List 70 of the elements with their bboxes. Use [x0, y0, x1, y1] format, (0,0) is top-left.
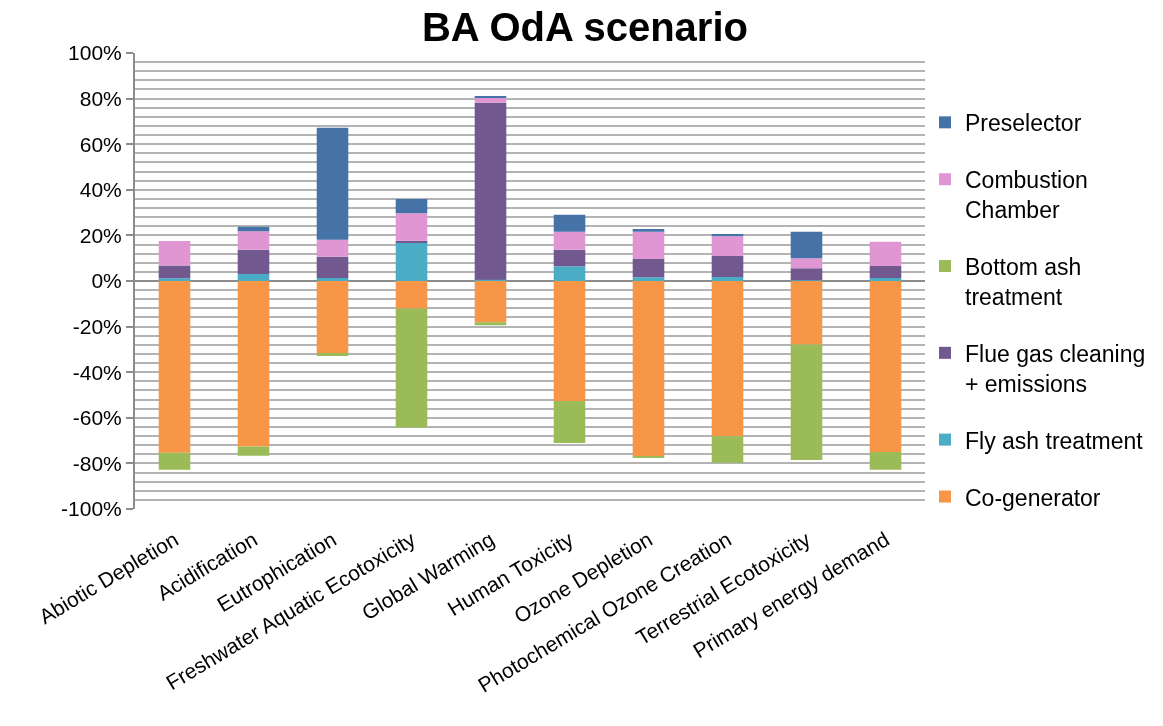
bar — [316, 281, 349, 354]
bar — [869, 241, 902, 266]
bar — [711, 281, 744, 437]
bar — [553, 400, 586, 443]
legend-label: Co-generator — [965, 484, 1101, 511]
bar — [790, 344, 823, 460]
bar — [632, 231, 665, 259]
bar — [158, 281, 191, 453]
bar — [632, 281, 665, 457]
bar — [790, 268, 823, 281]
legend-label: Preselector — [965, 110, 1082, 137]
y-tick-label: -60% — [72, 406, 122, 430]
bar — [395, 242, 428, 281]
y-tick-label: 0% — [91, 269, 122, 293]
bar — [316, 278, 349, 281]
bar — [790, 231, 823, 259]
bar — [237, 231, 270, 250]
bar — [158, 278, 191, 281]
bar — [474, 102, 507, 280]
bar — [790, 281, 823, 345]
bar — [395, 213, 428, 241]
bar — [474, 322, 507, 326]
bar — [711, 255, 744, 277]
y-tick-label: -100% — [61, 497, 122, 521]
bar — [711, 436, 744, 463]
bar — [237, 281, 270, 447]
bar — [316, 256, 349, 279]
bar — [395, 308, 428, 428]
bar — [869, 452, 902, 470]
y-tick-label: 80% — [79, 86, 122, 110]
bar — [553, 266, 586, 281]
y-tick-label: 60% — [79, 132, 122, 156]
legend-label: Combustion Chamber — [965, 167, 1088, 224]
chart-title: BA OdA scenario — [421, 5, 748, 49]
bar — [474, 97, 507, 103]
bar — [632, 277, 665, 281]
bar — [316, 127, 349, 240]
y-tick-label: 20% — [79, 223, 122, 247]
bar — [237, 249, 270, 274]
bar — [711, 236, 744, 256]
bar — [553, 214, 586, 232]
bar — [632, 229, 665, 232]
y-tick-label: 40% — [79, 178, 122, 202]
y-tick-label: -80% — [72, 451, 122, 475]
bar — [395, 198, 428, 214]
bar — [790, 258, 823, 269]
bar — [711, 276, 744, 281]
bar — [316, 353, 349, 357]
bar — [632, 258, 665, 278]
bar — [158, 241, 191, 266]
bar — [869, 265, 902, 279]
bar — [395, 281, 428, 309]
bar — [237, 273, 270, 281]
legend-label: Bottom ash treatment — [965, 254, 1082, 310]
legend-label: Flue gas cleaning + emissions — [965, 340, 1146, 397]
bar — [474, 281, 507, 323]
bar — [869, 278, 902, 281]
bar — [869, 281, 902, 452]
y-tick-label: 100% — [68, 41, 122, 65]
y-tick-label: -20% — [72, 314, 122, 338]
bar — [158, 452, 191, 470]
bar — [395, 240, 428, 243]
bar — [553, 249, 586, 267]
bar — [237, 446, 270, 456]
bar — [158, 265, 191, 279]
legend-label: Fly ash treatment — [965, 427, 1144, 454]
bar — [553, 231, 586, 250]
bar — [316, 239, 349, 257]
y-tick-label: -40% — [72, 360, 122, 384]
bar — [553, 281, 586, 401]
